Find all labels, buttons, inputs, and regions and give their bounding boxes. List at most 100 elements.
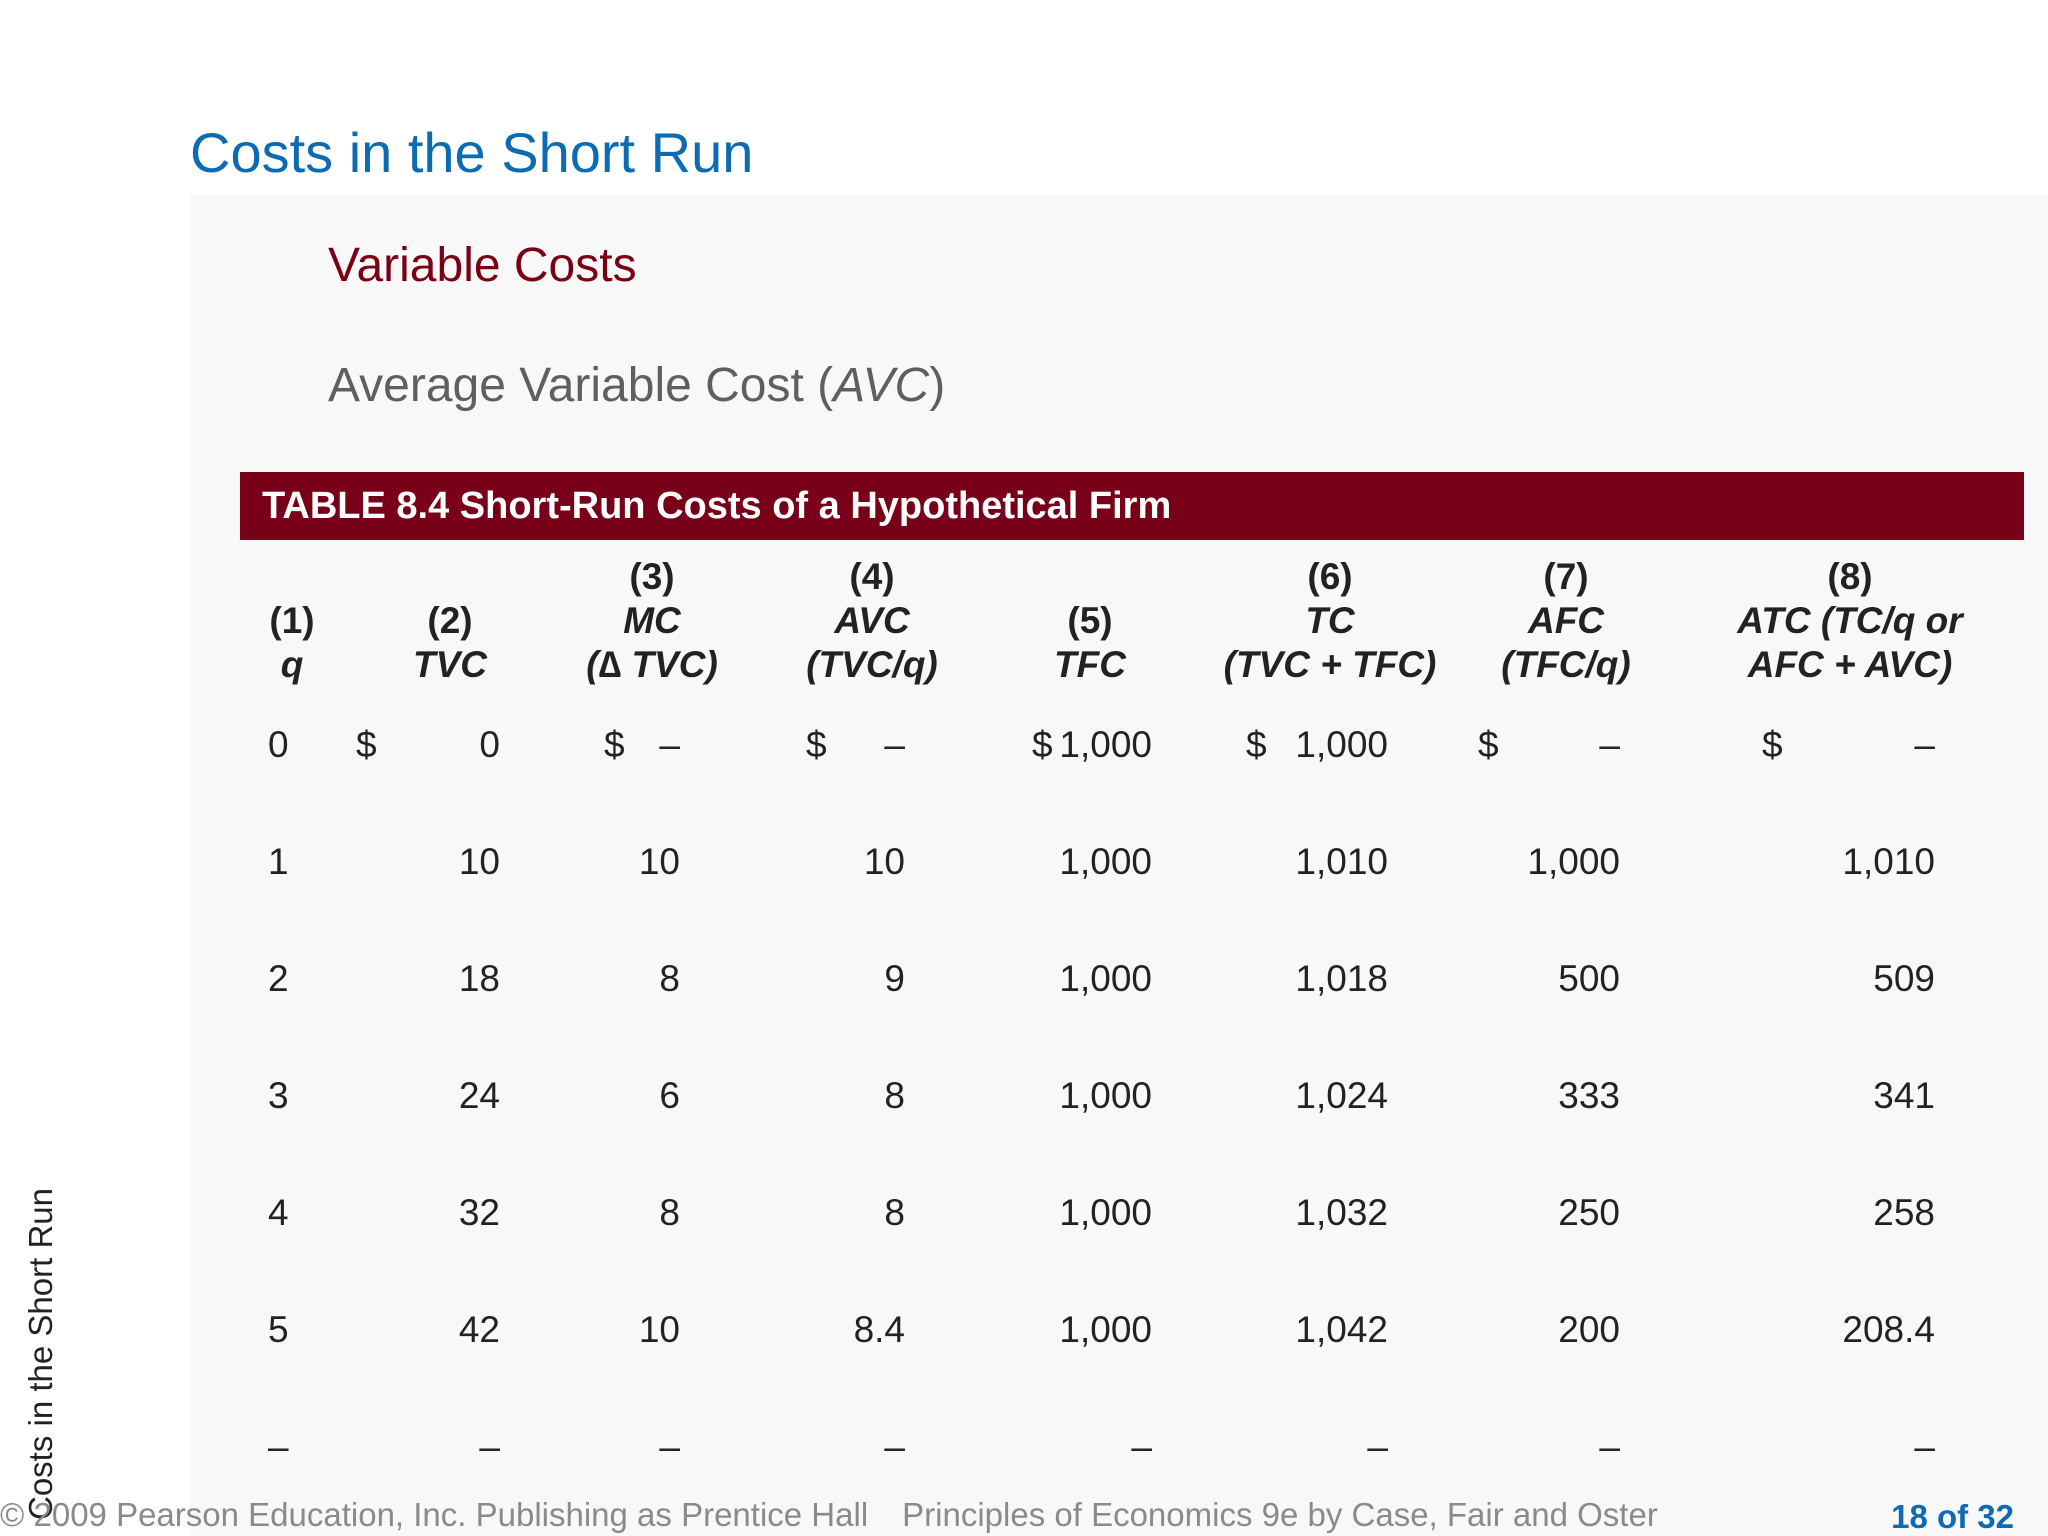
table-cell: 6	[659, 1075, 680, 1116]
dollar-sign: $	[1246, 724, 1267, 765]
table-cell: –	[1131, 1426, 1152, 1467]
table-cell: 1	[268, 841, 289, 882]
slide-subheading: Average Variable Cost (AVC)	[328, 358, 945, 413]
table-cell: 1,000	[1059, 958, 1152, 999]
table-cell: 1,042	[1295, 1309, 1388, 1350]
table-cell: 10	[638, 1309, 680, 1350]
dollar-sign: $	[356, 724, 377, 765]
table-cell: 24	[458, 1075, 500, 1116]
footer-book: Principles of Economics 9e by Case, Fair…	[902, 1496, 1658, 1533]
column-header-1: (1) q	[142, 599, 442, 687]
table-cell: –	[884, 724, 905, 765]
dollar-sign: $	[806, 724, 827, 765]
column-label: MC	[623, 600, 681, 641]
table-cell: 1,000	[1295, 724, 1388, 765]
column-label: (TVC/q)	[806, 644, 938, 685]
column-label: TC	[1305, 600, 1355, 641]
table-cell: 5	[268, 1309, 289, 1350]
column-label: AVC	[834, 600, 910, 641]
table-cell: 1,024	[1295, 1075, 1388, 1116]
table-cell: 1,000	[1527, 841, 1620, 882]
subheading-suffix: )	[929, 359, 946, 412]
table-cell: –	[1599, 1426, 1620, 1467]
table-cell: 3	[268, 1075, 289, 1116]
table-cell: 10	[863, 841, 905, 882]
column-number: (8)	[1827, 556, 1873, 597]
column-label: AFC	[1527, 600, 1605, 641]
subheading-prefix: Average Variable Cost (	[328, 359, 834, 412]
footer-copyright: © 2009 Pearson Education, Inc. Publishin…	[0, 1496, 869, 1533]
table-cell: 18	[458, 958, 500, 999]
table-cell: –	[1367, 1426, 1388, 1467]
table-cell: 4	[268, 1192, 289, 1233]
column-number: (7)	[1543, 556, 1589, 597]
subheading-italic: AVC	[833, 359, 930, 412]
table-cell: –	[268, 1426, 289, 1467]
table-cell: 333	[1558, 1075, 1620, 1116]
table-cell: –	[1914, 1426, 1935, 1467]
table-cell: –	[659, 724, 680, 765]
footer: © 2009 Pearson Education, Inc. Publishin…	[0, 1496, 1658, 1534]
table-cell: 200	[1558, 1309, 1620, 1350]
side-label: Costs in the Short Run	[22, 1188, 59, 1520]
column-header-3: (3) MC (∆ TVC)	[502, 555, 802, 687]
dollar-sign: $	[1478, 724, 1499, 765]
table-cell: 32	[458, 1192, 500, 1233]
table-cell: 1,000	[1059, 841, 1152, 882]
table-cell: 208.4	[1842, 1309, 1935, 1350]
table-cell: 341	[1873, 1075, 1935, 1116]
table-cell: 0	[479, 724, 500, 765]
table-cell: –	[884, 1426, 905, 1467]
table-cell: 509	[1873, 958, 1935, 999]
column-label: ATC (TC/q or	[1737, 600, 1963, 641]
table-cell: –	[479, 1426, 500, 1467]
table-cell: 1,018	[1295, 958, 1388, 999]
table-cell: 1,000	[1059, 724, 1152, 765]
table-cell: 2	[268, 958, 289, 999]
table-cell: 1,010	[1295, 841, 1388, 882]
table-cell: 8	[884, 1075, 905, 1116]
slide-title: Costs in the Short Run	[190, 121, 754, 184]
table-cell: –	[1599, 724, 1620, 765]
column-number: (2)	[427, 600, 473, 641]
table-cell: –	[1914, 724, 1935, 765]
column-label: (TFC/q)	[1501, 644, 1631, 685]
table-cell: 8	[659, 958, 680, 999]
table-cell: 250	[1558, 1192, 1620, 1233]
column-header-4: (4) AVC (TVC/q)	[722, 555, 1022, 687]
column-number: (5)	[1067, 600, 1113, 641]
table-cell: 1,000	[1059, 1192, 1152, 1233]
table-caption: TABLE 8.4 Short-Run Costs of a Hypotheti…	[240, 472, 2024, 540]
table-cell: 1,010	[1842, 841, 1935, 882]
slide-subtitle: Variable Costs	[328, 239, 637, 292]
table-cell: 42	[458, 1309, 500, 1350]
content-panel	[190, 195, 2048, 1536]
table-cell: 500	[1558, 958, 1620, 999]
column-label: TVC	[413, 644, 487, 685]
column-label: q	[280, 644, 304, 685]
page-number: 18 of 32	[1891, 1498, 2014, 1535]
column-number: (1)	[269, 600, 315, 641]
table-cell: 1,000	[1059, 1075, 1152, 1116]
column-label: AFC + AVC)	[1747, 644, 1953, 685]
column-number: (6)	[1307, 556, 1353, 597]
dollar-sign: $	[1762, 724, 1783, 765]
table-cell: 1,000	[1059, 1309, 1152, 1350]
column-number: (4)	[849, 556, 895, 597]
table-cell: 9	[884, 958, 905, 999]
table-cell: 8.4	[853, 1309, 905, 1350]
table-cell: 10	[638, 841, 680, 882]
table-cell: 8	[659, 1192, 680, 1233]
table-cell: 10	[458, 841, 500, 882]
table-cell: 0	[268, 724, 289, 765]
column-header-6: (6) TC (TVC + TFC)	[1180, 555, 1480, 687]
column-label: (TVC + TFC)	[1223, 644, 1437, 685]
column-header-5: (5) TFC	[940, 599, 1240, 687]
dollar-sign: $	[604, 724, 625, 765]
column-header-7: (7) AFC (TFC/q)	[1416, 555, 1716, 687]
column-label: (∆ TVC)	[586, 644, 718, 685]
column-number: (3)	[629, 556, 675, 597]
dollar-sign: $	[1032, 724, 1053, 765]
column-header-2: (2) TVC	[300, 599, 600, 687]
